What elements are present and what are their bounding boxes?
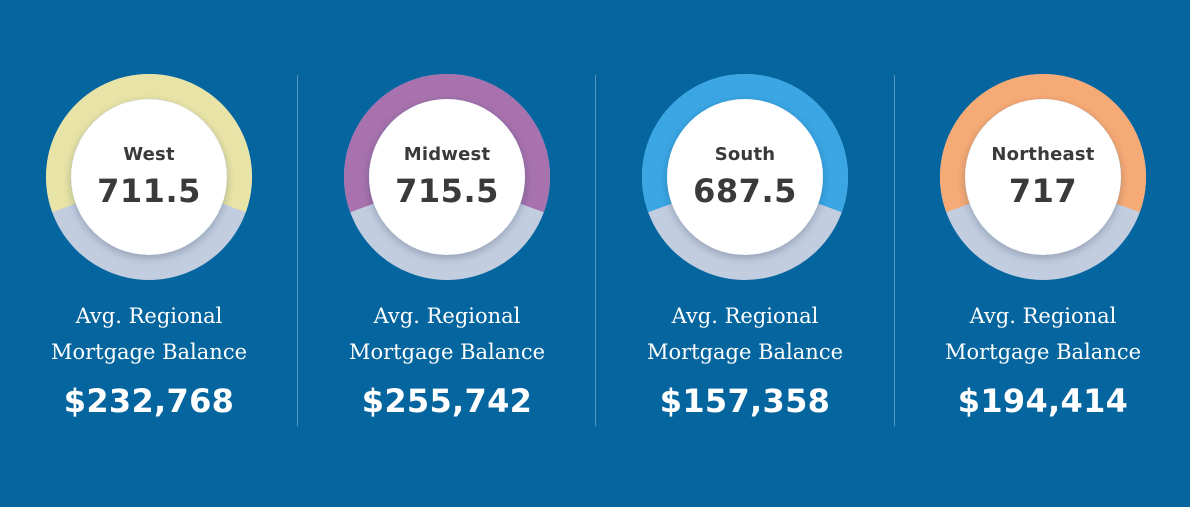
panel-divider — [894, 75, 895, 426]
caption-line-1: Avg. Regional — [969, 304, 1117, 328]
region-score: 687.5 — [693, 172, 797, 210]
gauge-west — [46, 74, 252, 280]
gauge-south — [642, 74, 848, 280]
caption-line-1: Avg. Regional — [373, 304, 521, 328]
gauge-center — [667, 99, 823, 255]
mortgage-balance: $232,768 — [63, 382, 235, 420]
region-panel-south: South 687.5 Avg. Regional Mortgage Balan… — [596, 0, 894, 507]
region-panel-northeast: Northeast 717 Avg. Regional Mortgage Bal… — [894, 0, 1190, 507]
panel-divider — [595, 75, 596, 426]
gauge-northeast — [940, 74, 1146, 280]
region-score: 715.5 — [395, 172, 499, 210]
panel-divider — [297, 75, 298, 426]
caption-line-2: Mortgage Balance — [50, 340, 248, 364]
caption-line-1: Avg. Regional — [671, 304, 819, 328]
gauge-arc — [344, 74, 550, 213]
region-name: West — [123, 144, 175, 165]
gauge-center — [369, 99, 525, 255]
gauge-center — [71, 99, 227, 255]
gauge-arc — [642, 74, 848, 213]
mortgage-balance: $157,358 — [659, 382, 831, 420]
gauge-arc — [940, 74, 1146, 213]
caption-line-2: Mortgage Balance — [348, 340, 546, 364]
region-name: Northeast — [991, 144, 1095, 165]
caption-line-2: Mortgage Balance — [646, 340, 844, 364]
caption-line-1: Avg. Regional — [75, 304, 223, 328]
region-score: 717 — [1008, 172, 1078, 210]
gauge-midwest — [344, 74, 550, 280]
region-name: South — [714, 144, 776, 165]
region-score: 711.5 — [97, 172, 201, 210]
region-name: Midwest — [403, 144, 491, 165]
caption-line-2: Mortgage Balance — [944, 340, 1142, 364]
gauge-arc — [46, 74, 252, 213]
mortgage-balance: $255,742 — [361, 382, 533, 420]
region-panel-midwest: Midwest 715.5 Avg. Regional Mortgage Bal… — [298, 0, 596, 507]
mortgage-balance: $194,414 — [957, 382, 1129, 420]
region-panel-west: West 711.5 Avg. Regional Mortgage Balanc… — [0, 0, 298, 507]
gauge-center — [965, 99, 1121, 255]
